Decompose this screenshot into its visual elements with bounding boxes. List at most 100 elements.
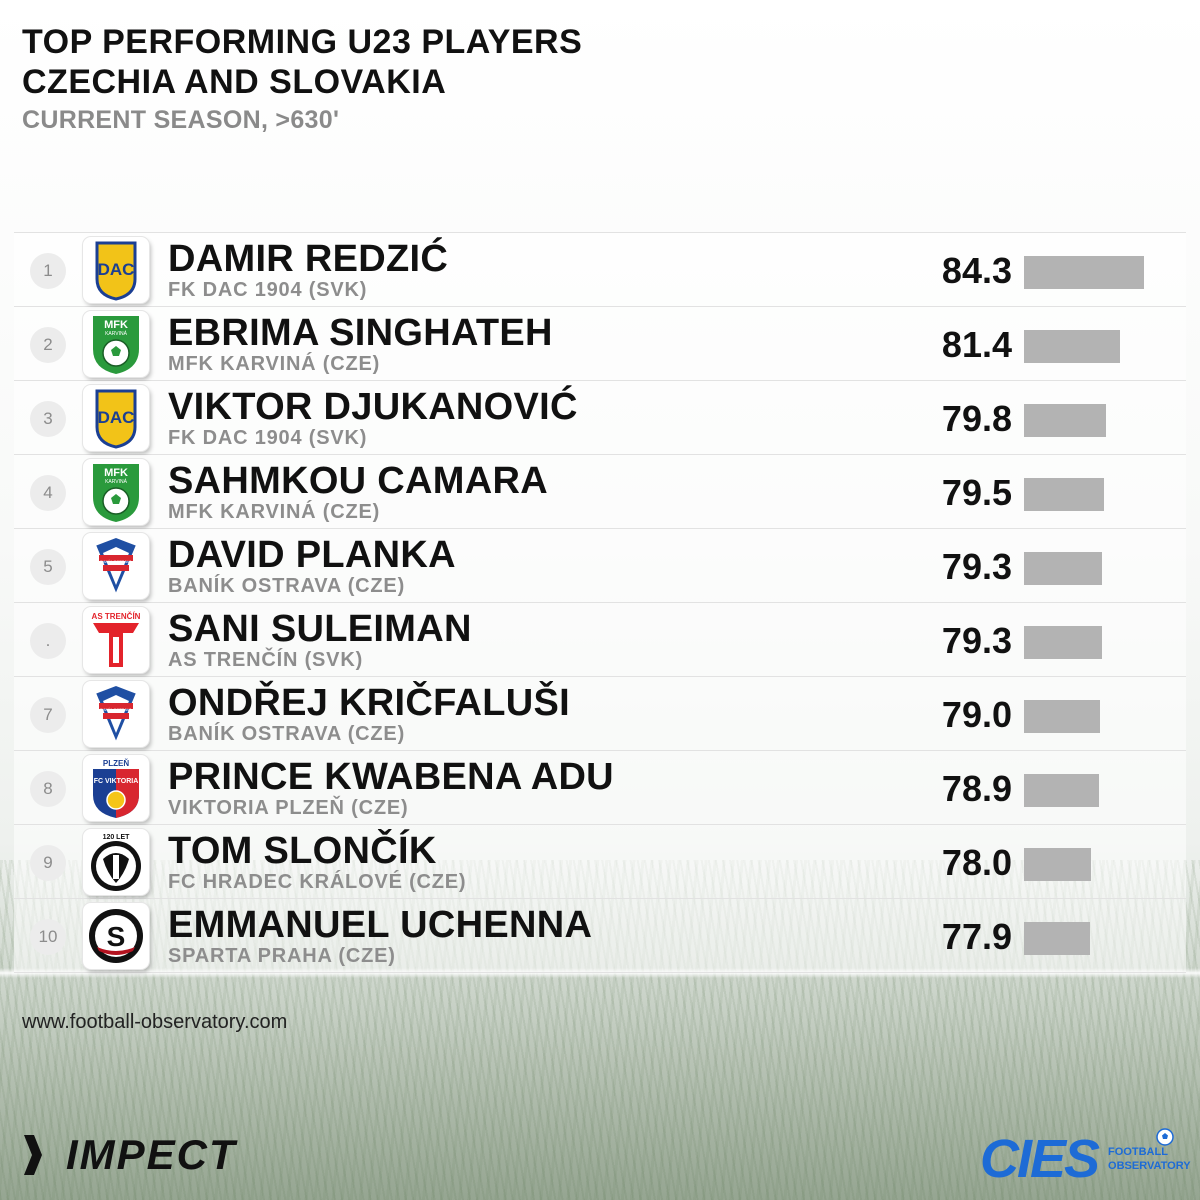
trencin-text: AS TRENČÍN — [92, 612, 141, 621]
hradec-stripe — [113, 855, 119, 879]
score-bar — [1024, 922, 1090, 955]
dac-shield — [95, 241, 137, 301]
dac-logo: DAC — [83, 385, 149, 451]
score-bar — [1024, 256, 1144, 289]
plzen-sub-text: FC VIKTORIA — [94, 778, 139, 785]
score-value: 77.9 — [941, 916, 1012, 957]
score-bar — [1024, 774, 1099, 807]
dac-shield — [95, 389, 137, 449]
impect-chevron-icon — [24, 1135, 42, 1175]
plzen-ball — [106, 790, 126, 810]
player-name: DAMIR REDZIĆ — [168, 238, 449, 280]
banik-crest-icon: BANÍK OSTRAVA — [93, 535, 139, 598]
score-value: 78.0 — [941, 842, 1012, 883]
plzen-crest-icon: PLZEŇ FC VIKTORIA — [93, 759, 139, 818]
rank-badge: 3 — [30, 401, 66, 437]
player-name: EMMANUEL UCHENNA — [168, 904, 593, 946]
ranking-table: 1 DAC DAMIR REDZIĆ FK DAC 1904 (SVK) 84.3 2 MF… — [14, 232, 1186, 973]
banik-logo: BANÍK OSTRAVA — [83, 681, 149, 747]
club-name: FK DAC 1904 (SVK) — [168, 427, 368, 449]
cies-logo: CIES FOOTBALL OBSERVATORY — [980, 1128, 1191, 1190]
hradec-top-text: 120 LET — [103, 834, 131, 841]
rank-badge: 9 — [30, 845, 66, 881]
banik-stripe-2 — [103, 565, 129, 571]
club-name: FK DAC 1904 (SVK) — [168, 279, 368, 301]
karvina-top-text: MFK — [104, 467, 128, 479]
banik-stripe-2 — [103, 713, 129, 719]
score-bar — [1024, 552, 1102, 585]
title-line-2: CZECHIA AND SLOVAKIA — [22, 63, 447, 101]
table-row: 2 MFK KARVINÁ EBRIMA SINGHATEH MFK KARVINÁ (… — [14, 307, 1186, 381]
rank-badge: 1 — [30, 253, 66, 289]
impect-wordmark: IMPECT — [66, 1131, 237, 1178]
cies-subtitle: FOOTBALL OBSERVATORY — [1108, 1145, 1191, 1173]
impect-logo: IMPECT — [22, 1130, 237, 1180]
cies-wordmark: CIES — [980, 1129, 1100, 1189]
table-row: 9 120 LET TOM SLONČÍK FC HRADEC KRÁLOVÉ (CZ… — [14, 825, 1186, 899]
player-name: ONDŘEJ KRIČFALUŠI — [168, 682, 571, 724]
sparta-arc — [97, 947, 135, 955]
player-name: VIKTOR DJUKANOVIĆ — [168, 386, 578, 428]
dac-logo: DAC — [83, 237, 149, 303]
score-bar — [1024, 848, 1091, 881]
karvina-logo: MFK KARVINÁ — [83, 311, 149, 377]
club-name: MFK KARVINÁ (CZE) — [168, 501, 381, 523]
score-value: 79.3 — [941, 546, 1012, 587]
club-name: SPARTA PRAHA (CZE) — [168, 945, 396, 967]
banik-logo: BANÍK OSTRAVA — [83, 533, 149, 599]
table-row: 5 BANÍK OSTRAVA DAVID PLANKA BANÍK OSTRAVA … — [14, 529, 1186, 603]
dac-crest-icon: DAC — [95, 389, 137, 449]
club-name: BANÍK OSTRAVA (CZE) — [168, 575, 406, 597]
pitch-line — [0, 968, 1200, 978]
website-url[interactable]: www.football-observatory.com — [22, 1011, 288, 1033]
score-value: 84.3 — [941, 250, 1012, 291]
rank-badge: . — [30, 623, 66, 659]
karvina-logo: MFK KARVINÁ — [83, 459, 149, 525]
score-bar — [1024, 478, 1104, 511]
trencin-logo: AS TRENČÍN — [83, 607, 149, 673]
table-row: 8 PLZEŇ FC VIKTORIA PRINCE KWABENA ADU VIKTO… — [14, 751, 1186, 825]
rank-badge: 8 — [30, 771, 66, 807]
player-name: SANI SULEIMAN — [168, 608, 472, 650]
rank-badge: 5 — [30, 549, 66, 585]
player-name: SAHMKOU CAMARA — [168, 460, 548, 502]
score-value: 79.3 — [941, 620, 1012, 661]
banik-text: BANÍK OSTRAVA — [100, 707, 132, 712]
karvina-sub-text: KARVINÁ — [105, 330, 128, 337]
score-value: 79.8 — [941, 398, 1012, 439]
trencin-crest-icon: AS TRENČÍN — [92, 612, 141, 667]
trencin-t-inner — [113, 637, 119, 663]
karvina-sub-text: KARVINÁ — [105, 478, 128, 485]
dac-letters: DAC — [98, 408, 135, 427]
sparta-letter: S — [107, 921, 126, 952]
dac-crest-icon: DAC — [95, 241, 137, 301]
score-value: 78.9 — [941, 768, 1012, 809]
club-name: VIKTORIA PLZEŇ (CZE) — [168, 797, 409, 819]
banik-stripe-1 — [99, 555, 133, 561]
player-name: PRINCE KWABENA ADU — [168, 756, 614, 798]
hradec-crest-icon: 120 LET — [91, 834, 141, 891]
club-name: FC HRADEC KRÁLOVÉ (CZE) — [168, 871, 467, 893]
hradec-logo: 120 LET — [83, 829, 149, 895]
score-value: 79.5 — [941, 472, 1012, 513]
sparta-logo: S — [83, 903, 149, 969]
sparta-crest-icon: S — [89, 909, 143, 963]
plzen-logo: PLZEŇ FC VIKTORIA — [83, 755, 149, 821]
plzen-top-text: PLZEŇ — [103, 759, 129, 768]
table-row: 1 DAC DAMIR REDZIĆ FK DAC 1904 (SVK) 84.3 — [14, 233, 1186, 307]
club-name: AS TRENČÍN (SVK) — [168, 649, 364, 671]
chart-subtitle: CURRENT SEASON, >630' — [22, 106, 340, 134]
banik-stripe-1 — [99, 703, 133, 709]
football-icon — [1156, 1128, 1174, 1146]
player-name: DAVID PLANKA — [168, 534, 456, 576]
rank-badge: 2 — [30, 327, 66, 363]
table-row: 3 DAC VIKTOR DJUKANOVIĆ FK DAC 1904 (SVK) 79… — [14, 381, 1186, 455]
score-value: 79.0 — [941, 694, 1012, 735]
rank-badge: 7 — [30, 697, 66, 733]
sparta-inner — [95, 915, 137, 957]
score-value: 81.4 — [941, 324, 1012, 365]
club-name: MFK KARVINÁ (CZE) — [168, 353, 381, 375]
score-bar — [1024, 330, 1120, 363]
title-line-1: TOP PERFORMING U23 PLAYERS — [22, 23, 583, 61]
